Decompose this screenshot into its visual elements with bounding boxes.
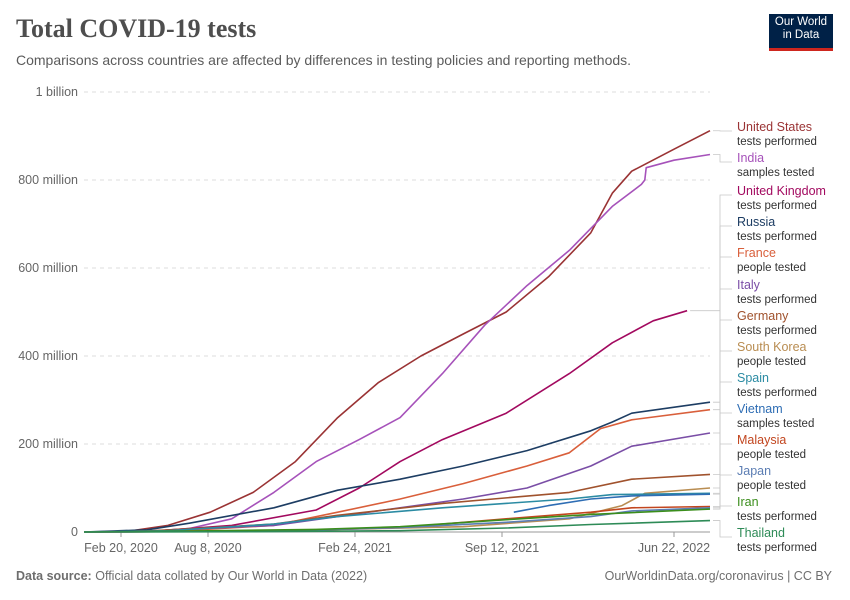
series-label[interactable]: Russia: [737, 215, 775, 229]
series-unit: tests performed: [737, 294, 817, 306]
series-unit: people tested: [737, 480, 806, 492]
data-source-text: Official data collated by Our World in D…: [95, 569, 368, 583]
series-label[interactable]: Iran: [737, 495, 759, 509]
series-unit: tests performed: [737, 136, 817, 148]
series-unit: people tested: [737, 262, 806, 274]
series-label[interactable]: Malaysia: [737, 433, 786, 447]
y-tick-label: 200 million: [18, 437, 78, 451]
chart-subtitle: Comparisons across countries are affecte…: [16, 52, 632, 68]
series-lines: [83, 129, 711, 533]
series-label[interactable]: Spain: [737, 371, 769, 385]
label-connector: [690, 194, 732, 312]
label-connector: [713, 474, 732, 509]
series-label[interactable]: India: [737, 151, 764, 165]
series-label[interactable]: Thailand: [737, 526, 785, 540]
series-unit: tests performed: [737, 231, 817, 243]
series-unit: tests performed: [737, 325, 817, 337]
y-tick-label: 0: [71, 525, 78, 539]
label-connector: [713, 154, 732, 163]
label-connector: [713, 505, 732, 510]
label-connector: [713, 256, 732, 411]
y-tick-label: 1 billion: [36, 85, 78, 99]
series-labels[interactable]: United States tests performed India samples…: [737, 120, 826, 554]
y-axis-ticks: 0 200 million 400 million 600 million 800 mi…: [18, 85, 78, 539]
series-unit: tests performed: [737, 387, 817, 399]
series-label[interactable]: United States: [737, 120, 812, 134]
series-unit: tests performed: [737, 200, 817, 212]
x-axis-ticks: Feb 20, 2020 Aug 8, 2020 Feb 24, 2021 Sep 1…: [84, 532, 710, 555]
label-connector: [713, 381, 732, 494]
data-source-label: Data source:: [16, 569, 92, 583]
series-unit: samples tested: [737, 418, 814, 430]
logo-line2: in Data: [782, 29, 820, 41]
x-tick-label: Feb 20, 2020: [84, 541, 158, 555]
label-connector: [713, 520, 732, 538]
footer-link[interactable]: OurWorldinData.org/coronavirus | CC BY: [604, 569, 832, 583]
grid-lines: [84, 91, 710, 533]
series-label[interactable]: France: [737, 246, 776, 260]
chart-title: Total COVID-19 tests: [16, 14, 257, 43]
x-tick-label: Aug 8, 2020: [174, 541, 241, 555]
series-label[interactable]: Italy: [737, 278, 761, 292]
series-line-india[interactable]: [83, 153, 711, 533]
label-connector: [713, 319, 732, 475]
y-tick-label: 600 million: [18, 261, 78, 275]
y-tick-label: 400 million: [18, 349, 78, 363]
owid-logo[interactable]: Our World in Data: [769, 14, 833, 51]
series-label[interactable]: Japan: [737, 464, 771, 478]
series-line-vietnam[interactable]: [513, 493, 711, 513]
series-line-spain[interactable]: [83, 492, 711, 533]
label-connector: [713, 350, 732, 489]
series-line-russia[interactable]: [83, 401, 711, 533]
y-tick-label: 800 million: [18, 173, 78, 187]
series-unit: people tested: [737, 449, 806, 461]
x-tick-label: Feb 24, 2021: [318, 541, 392, 555]
series-unit: people tested: [737, 356, 806, 368]
series-label[interactable]: United Kingdom: [737, 184, 826, 198]
label-connector: [713, 412, 732, 495]
series-unit: tests performed: [737, 511, 817, 523]
label-connector: [713, 225, 732, 403]
series-label[interactable]: Vietnam: [737, 402, 783, 416]
data-source: Data source: Official data collated by O…: [16, 569, 367, 583]
series-line-united-states[interactable]: [83, 129, 711, 533]
x-tick-label: Jun 22, 2022: [638, 541, 710, 555]
series-unit: samples tested: [737, 167, 814, 179]
logo-line1: Our World: [774, 16, 828, 28]
series-label[interactable]: Germany: [737, 309, 789, 323]
series-label[interactable]: South Korea: [737, 340, 807, 354]
label-connectors: [690, 130, 732, 538]
series-unit: tests performed: [737, 542, 817, 554]
x-tick-label: Sep 12, 2021: [465, 541, 539, 555]
series-line-thailand[interactable]: [83, 519, 711, 533]
